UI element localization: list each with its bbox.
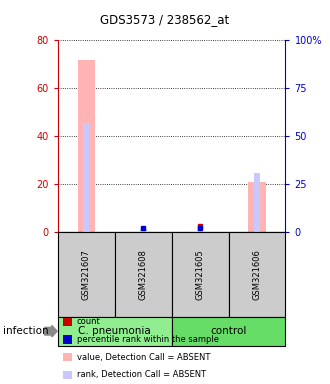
Text: count: count bbox=[77, 317, 101, 326]
Bar bbox=[253, 173, 260, 232]
Text: GSM321607: GSM321607 bbox=[82, 249, 91, 300]
Text: GSM321605: GSM321605 bbox=[196, 249, 205, 300]
Text: infection: infection bbox=[3, 326, 49, 336]
Bar bbox=[248, 182, 266, 232]
Bar bbox=[78, 60, 95, 232]
Bar bbox=[83, 123, 90, 232]
Text: C. pneumonia: C. pneumonia bbox=[78, 326, 151, 336]
Text: control: control bbox=[210, 326, 247, 336]
Bar bbox=[140, 230, 147, 232]
Text: GSM321608: GSM321608 bbox=[139, 249, 148, 300]
Text: rank, Detection Call = ABSENT: rank, Detection Call = ABSENT bbox=[77, 370, 206, 379]
Text: percentile rank within the sample: percentile rank within the sample bbox=[77, 335, 219, 344]
Bar bbox=[197, 228, 204, 232]
Text: GSM321606: GSM321606 bbox=[252, 249, 261, 300]
Text: GDS3573 / 238562_at: GDS3573 / 238562_at bbox=[100, 13, 230, 26]
Text: value, Detection Call = ABSENT: value, Detection Call = ABSENT bbox=[77, 353, 210, 362]
